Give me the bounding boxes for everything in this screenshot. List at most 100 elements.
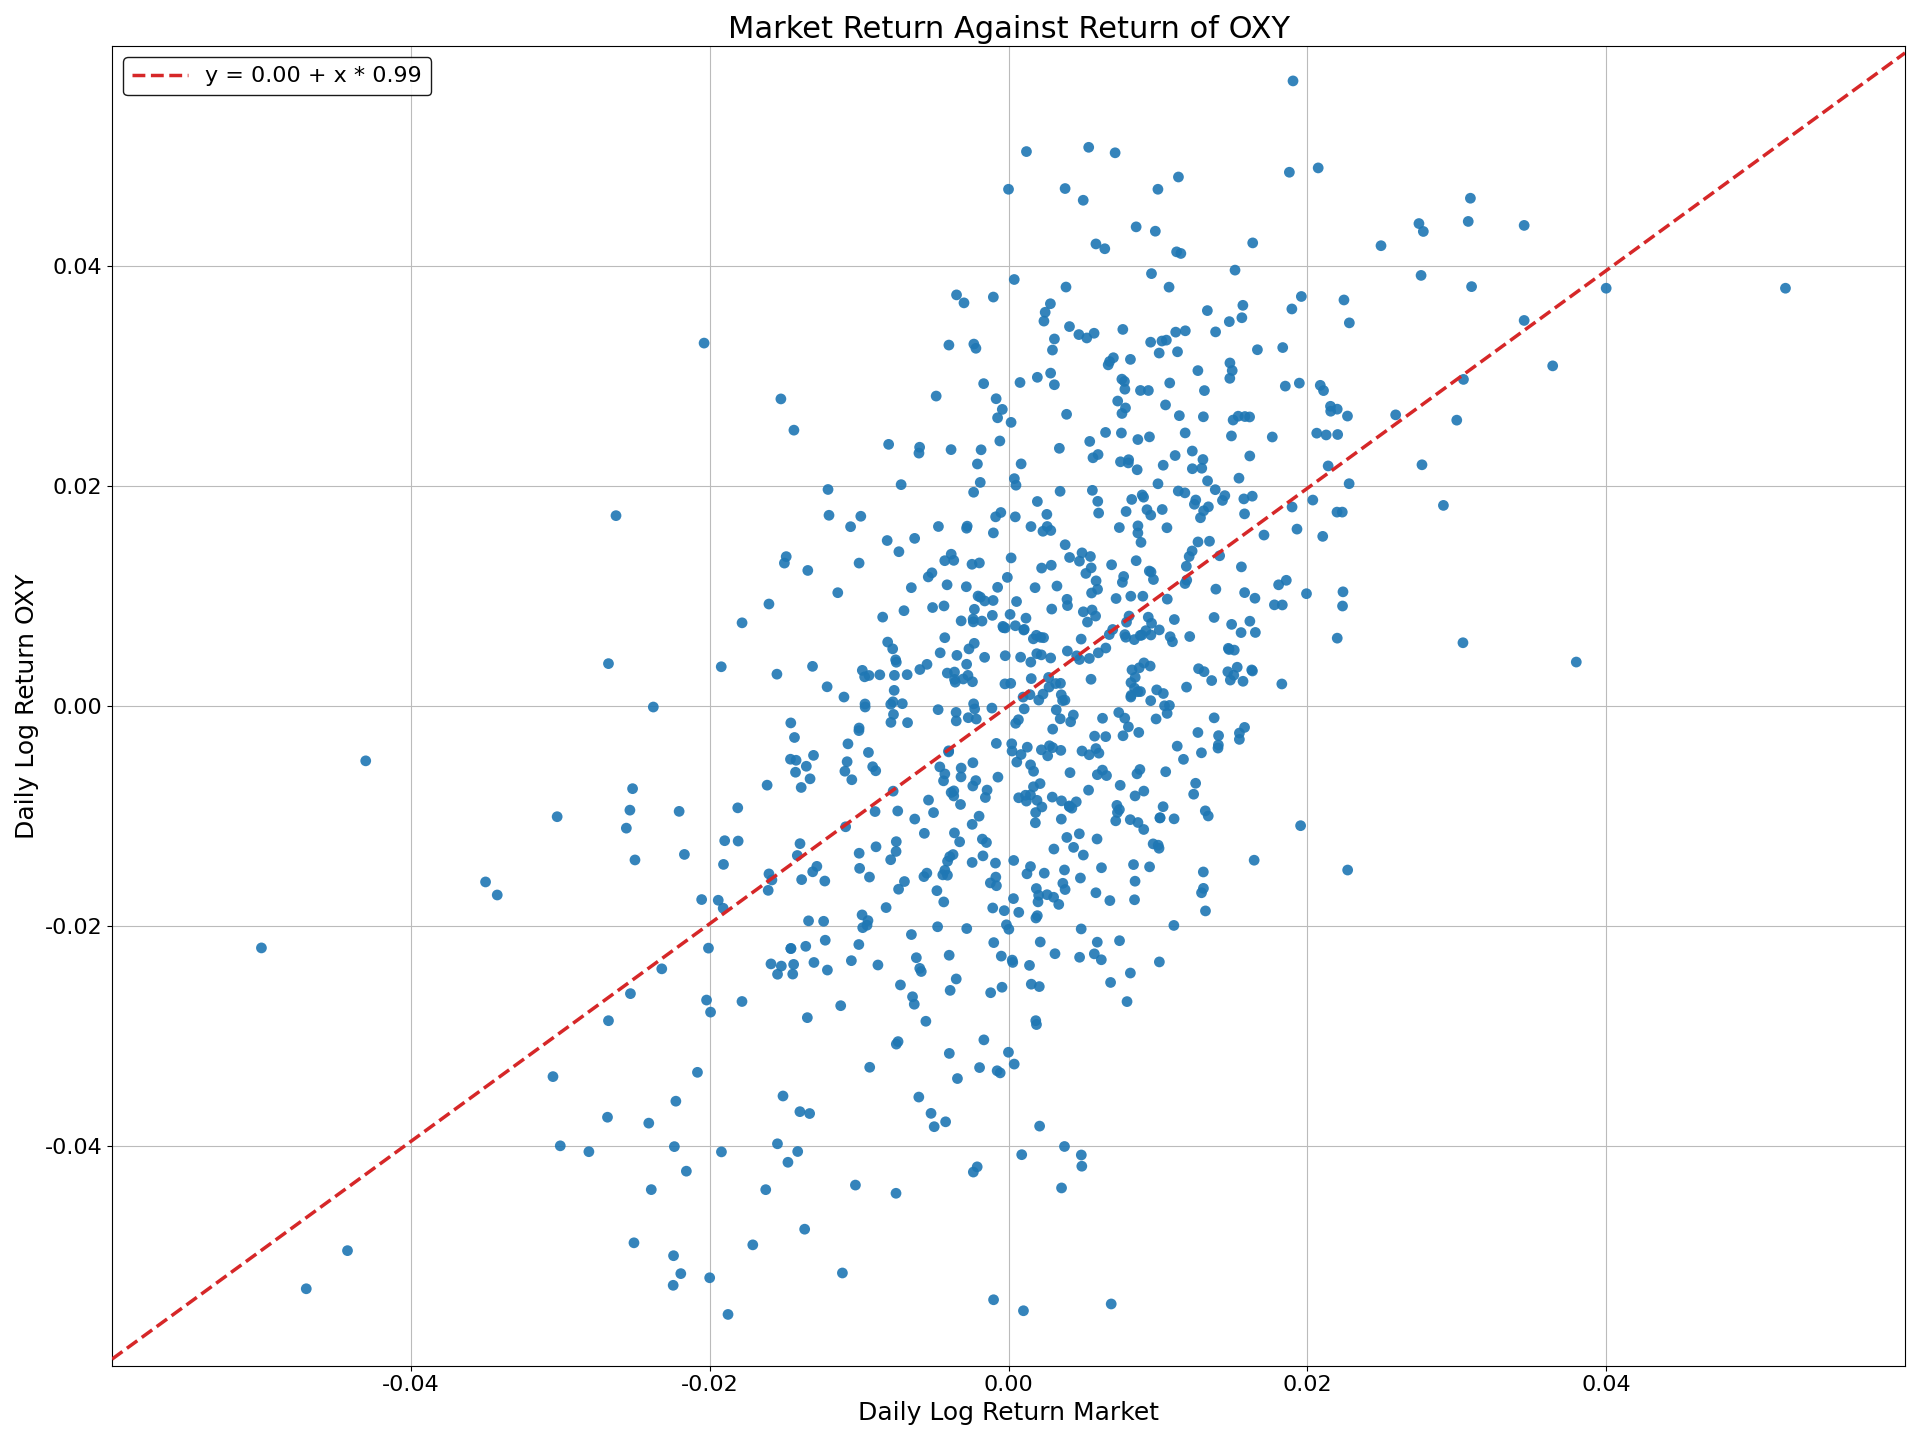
Point xyxy=(1235,406,1265,429)
Point xyxy=(1004,901,1035,924)
Point xyxy=(1108,724,1139,747)
Point xyxy=(1240,621,1271,644)
Point xyxy=(972,831,1002,854)
Point xyxy=(1121,549,1152,572)
Point xyxy=(766,387,797,410)
Point xyxy=(860,801,891,824)
Point xyxy=(708,852,739,876)
Point xyxy=(1365,235,1396,258)
Point xyxy=(1164,405,1194,428)
Point xyxy=(246,936,276,959)
Point xyxy=(956,553,987,576)
Point xyxy=(768,1084,799,1107)
Point xyxy=(1302,422,1332,445)
Point xyxy=(1154,275,1185,298)
Point xyxy=(634,1112,664,1135)
Point xyxy=(929,595,960,618)
Point xyxy=(874,433,904,456)
Point xyxy=(1008,697,1039,720)
Point xyxy=(908,822,939,845)
Point xyxy=(1181,488,1212,511)
Point xyxy=(1083,641,1114,664)
Point xyxy=(1428,494,1459,517)
Point xyxy=(1137,262,1167,285)
Point xyxy=(985,501,1016,524)
Point xyxy=(1334,472,1365,495)
Point xyxy=(1236,658,1267,681)
Point xyxy=(1052,639,1083,662)
Point xyxy=(960,337,991,360)
Point xyxy=(1123,680,1154,703)
Point xyxy=(614,799,645,822)
Point xyxy=(904,1086,935,1109)
Point xyxy=(1117,658,1148,681)
Point xyxy=(1102,801,1133,824)
Point xyxy=(1167,747,1198,770)
Point xyxy=(1033,744,1064,768)
Point xyxy=(1018,628,1048,651)
Point xyxy=(958,598,989,621)
Point xyxy=(981,387,1012,410)
Point xyxy=(708,897,739,920)
Point xyxy=(1139,567,1169,590)
Point xyxy=(1002,708,1033,732)
Point xyxy=(987,615,1018,638)
Point xyxy=(1194,530,1225,553)
Point xyxy=(1083,577,1114,600)
Point xyxy=(1150,393,1181,416)
Point xyxy=(826,994,856,1017)
Point xyxy=(887,693,918,716)
Point xyxy=(1215,351,1246,374)
Point xyxy=(1407,454,1438,477)
Point xyxy=(614,982,645,1005)
Point xyxy=(1271,569,1302,592)
Point xyxy=(1052,588,1083,611)
Point xyxy=(918,596,948,619)
Point xyxy=(1008,685,1039,708)
Point xyxy=(1075,556,1106,579)
Point xyxy=(1062,791,1092,814)
Point xyxy=(1150,328,1181,351)
Point xyxy=(1144,806,1175,829)
Point xyxy=(810,929,841,952)
Point xyxy=(1023,1115,1054,1138)
Point xyxy=(843,719,874,742)
Point xyxy=(1509,310,1540,333)
Point xyxy=(1010,783,1041,806)
Point xyxy=(998,467,1029,490)
Point xyxy=(854,664,885,687)
Point xyxy=(666,1261,697,1284)
Point xyxy=(1448,631,1478,654)
Point xyxy=(1004,372,1035,395)
Point xyxy=(883,878,914,901)
Point xyxy=(1012,863,1043,886)
Point xyxy=(1407,220,1438,243)
Point xyxy=(929,549,960,572)
Point xyxy=(1770,276,1801,300)
Point xyxy=(1014,683,1044,706)
Point xyxy=(1119,785,1150,808)
Point xyxy=(1162,340,1192,363)
Point xyxy=(1183,721,1213,744)
Point xyxy=(993,566,1023,589)
Point xyxy=(996,949,1027,972)
Point xyxy=(1025,739,1056,762)
Point xyxy=(1227,294,1258,317)
Point xyxy=(1165,242,1196,265)
Point xyxy=(1144,950,1175,973)
Point xyxy=(1050,533,1081,556)
Point xyxy=(1236,660,1267,683)
Point xyxy=(1114,448,1144,471)
Point xyxy=(1179,492,1210,516)
Point xyxy=(1135,560,1165,583)
Point xyxy=(1110,707,1140,730)
Point xyxy=(593,652,624,675)
Point xyxy=(862,953,893,976)
Point xyxy=(1219,664,1250,687)
Point xyxy=(916,1102,947,1125)
Point xyxy=(1146,498,1177,521)
Point xyxy=(1020,576,1050,599)
Point xyxy=(785,832,816,855)
Point xyxy=(1171,554,1202,577)
Point xyxy=(1112,611,1142,634)
